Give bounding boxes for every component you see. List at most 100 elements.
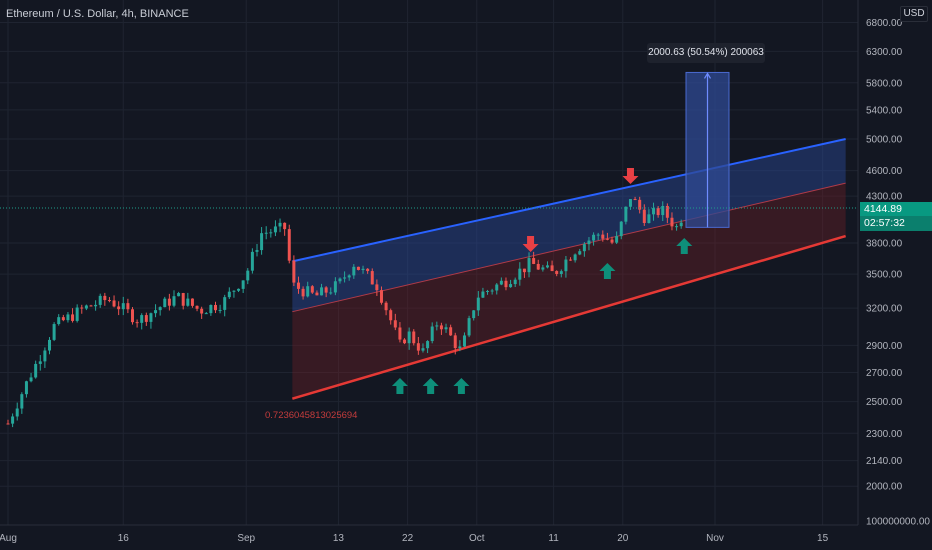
last-price-tag: 4144.89 bbox=[860, 202, 932, 217]
time-tick-label: 11 bbox=[548, 533, 559, 544]
candle-body bbox=[287, 229, 291, 261]
candle-body bbox=[578, 251, 582, 255]
candle-body bbox=[15, 408, 19, 417]
candle-body bbox=[499, 280, 503, 285]
time-tick-label: 13 bbox=[333, 533, 345, 544]
candle-body bbox=[573, 254, 577, 261]
candle-body bbox=[430, 326, 434, 342]
candle-body bbox=[453, 335, 457, 349]
candle-body bbox=[559, 271, 563, 274]
arrow-up-icon bbox=[422, 378, 439, 394]
candle-body bbox=[449, 327, 453, 336]
time-tick-label: 22 bbox=[402, 533, 414, 544]
candle-body bbox=[407, 331, 411, 344]
candle-body bbox=[490, 290, 494, 292]
candle-body bbox=[343, 277, 347, 279]
candle-body bbox=[624, 206, 628, 222]
candle-body bbox=[223, 297, 227, 310]
candle-body bbox=[536, 263, 540, 270]
candle-body bbox=[541, 267, 545, 270]
time-tick-label: Aug bbox=[0, 533, 17, 544]
candle-body bbox=[403, 339, 407, 344]
candle-body bbox=[103, 295, 107, 301]
candle-body bbox=[527, 258, 531, 273]
candle-body bbox=[181, 293, 185, 306]
price-tick-label: 2900.00 bbox=[866, 341, 903, 352]
candle-body bbox=[393, 320, 397, 328]
candle-body bbox=[6, 423, 10, 425]
candle-body bbox=[241, 280, 245, 289]
candle-body bbox=[52, 324, 56, 340]
candle-body bbox=[140, 315, 144, 323]
arrow-down-icon bbox=[522, 236, 539, 252]
candle-body bbox=[71, 314, 75, 321]
candle-body bbox=[675, 226, 679, 228]
candle-body bbox=[117, 306, 121, 310]
candle-body bbox=[190, 298, 194, 306]
candle-body bbox=[587, 240, 591, 245]
candle-body bbox=[250, 251, 254, 271]
price-tick-label: 5000.00 bbox=[866, 135, 903, 146]
candle-body bbox=[476, 297, 480, 311]
candle-body bbox=[582, 244, 586, 252]
price-tick-label: 2000.00 bbox=[866, 482, 903, 493]
candle-body bbox=[47, 339, 51, 351]
candle-body bbox=[522, 268, 526, 273]
candle-body bbox=[66, 314, 70, 321]
candle-body bbox=[218, 309, 222, 311]
candle-body bbox=[518, 268, 522, 280]
currency-badge[interactable]: USD bbox=[900, 6, 928, 22]
time-axis[interactable]: Aug 16 Sep 13 22 Oct 11 20 Nov 15 bbox=[0, 533, 829, 544]
time-tick-label: Sep bbox=[237, 533, 255, 544]
channel-fill-lower bbox=[292, 183, 846, 399]
arrow-up-icon bbox=[599, 263, 616, 279]
candle-body bbox=[315, 292, 319, 296]
candle-body bbox=[135, 322, 139, 324]
candle-body bbox=[550, 265, 554, 272]
candle-body bbox=[260, 233, 264, 251]
time-tick-label: Nov bbox=[706, 533, 724, 544]
candle-body bbox=[569, 259, 573, 261]
candle-body bbox=[592, 234, 596, 241]
candle-body bbox=[158, 307, 162, 311]
candle-body bbox=[370, 271, 374, 285]
channel-middle-line bbox=[292, 182, 846, 313]
candle-body bbox=[633, 199, 637, 201]
symbol-title[interactable]: Ethereum / U.S. Dollar, 4h, BINANCE bbox=[6, 8, 189, 20]
price-tick-label: 3500.00 bbox=[866, 270, 903, 281]
candle-body bbox=[306, 286, 310, 297]
candle-body bbox=[167, 298, 171, 306]
arrow-down-icon bbox=[622, 168, 639, 184]
time-tick-label: Oct bbox=[469, 533, 485, 544]
candle-body bbox=[278, 222, 282, 227]
candle-body bbox=[545, 265, 549, 268]
candle-body bbox=[94, 304, 98, 307]
channel-upper-line bbox=[292, 138, 846, 263]
time-tick-label: 20 bbox=[617, 533, 629, 544]
candle-body bbox=[513, 279, 517, 285]
price-tick-label: 100000000.00 bbox=[866, 517, 930, 528]
candle-body bbox=[421, 348, 425, 351]
candle-body bbox=[347, 275, 351, 278]
candle-body bbox=[20, 394, 24, 409]
arrow-up-icon bbox=[391, 378, 408, 394]
candle-body bbox=[107, 300, 111, 302]
candle-body bbox=[338, 278, 342, 282]
candle-body bbox=[361, 268, 365, 270]
measure-label: 2000.63 (50.54%) 200063 bbox=[647, 43, 765, 63]
candle-body bbox=[458, 346, 462, 349]
candle-body bbox=[29, 377, 33, 382]
price-tick-label: 5400.00 bbox=[866, 105, 903, 116]
candle-body bbox=[200, 308, 204, 314]
price-tick-label: 2700.00 bbox=[866, 368, 903, 379]
price-axis[interactable]: 6800.00 6300.00 5800.00 5400.00 5000.00 4600.… bbox=[866, 18, 930, 528]
candle-body bbox=[467, 318, 471, 336]
candle-body bbox=[352, 266, 356, 276]
price-tick-label: 4300.00 bbox=[866, 192, 903, 203]
candle-body bbox=[246, 270, 250, 281]
candle-body bbox=[34, 363, 38, 378]
candle-body bbox=[642, 209, 646, 223]
candle-body bbox=[389, 310, 393, 321]
candle-body bbox=[647, 214, 651, 223]
